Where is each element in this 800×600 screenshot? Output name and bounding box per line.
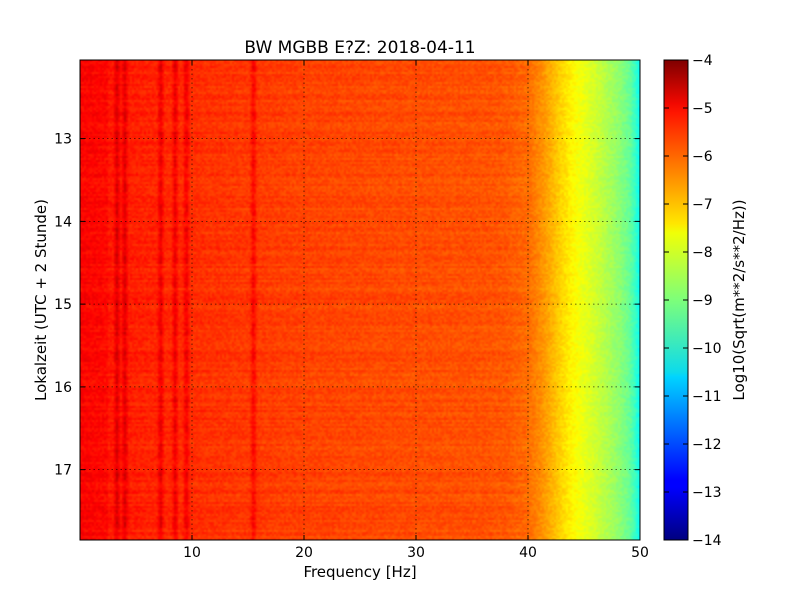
y-tick-label: 14 bbox=[54, 214, 72, 230]
colorbar-tick-label: −10 bbox=[692, 341, 722, 357]
plot-frame bbox=[79, 59, 641, 541]
chart-title: BW MGBB E?Z: 2018-04-11 bbox=[244, 38, 475, 58]
x-tick-label: 10 bbox=[183, 545, 201, 561]
colorbar-tick-label: −9 bbox=[692, 293, 713, 309]
colorbar-tick-label: −7 bbox=[692, 197, 713, 213]
axis-ticks bbox=[80, 60, 641, 540]
y-axis-label: Lokalzeit (UTC + 2 Stunde) bbox=[32, 199, 50, 401]
x-tick-labels: 10 20 30 40 50 bbox=[183, 545, 649, 561]
spectrogram-heatmap bbox=[80, 60, 640, 540]
colorbar-tick-label: −6 bbox=[692, 149, 713, 165]
x-tick-label: 40 bbox=[519, 545, 537, 561]
colorbar-ticks bbox=[664, 59, 688, 541]
colorbar-tick-labels: −4 −5 −6 −7 −8 −9 −10 −11 −12 −13 −14 bbox=[692, 53, 722, 549]
y-tick-label: 15 bbox=[54, 297, 72, 313]
colorbar-tick-label: −13 bbox=[692, 485, 722, 501]
colorbar-tick-label: −14 bbox=[692, 533, 722, 549]
x-tick-label: 50 bbox=[631, 545, 649, 561]
colorbar-tick-label: −12 bbox=[692, 437, 722, 453]
grid-lines bbox=[80, 60, 640, 540]
x-tick-label: 30 bbox=[407, 545, 425, 561]
colorbar-tick-label: −5 bbox=[692, 101, 713, 117]
y-tick-label: 17 bbox=[54, 463, 72, 479]
y-tick-label: 16 bbox=[54, 380, 72, 396]
x-tick-label: 20 bbox=[295, 545, 313, 561]
y-tick-labels: 13 14 15 16 17 bbox=[54, 132, 72, 479]
colorbar-tick-label: −4 bbox=[692, 53, 713, 69]
colorbar-label: Log10(Sqrt(m**2/s**2/Hz)) bbox=[730, 199, 748, 400]
colorbar-tick-label: −11 bbox=[692, 389, 722, 405]
x-axis-label: Frequency [Hz] bbox=[303, 563, 416, 581]
y-tick-label: 13 bbox=[54, 132, 72, 148]
colorbar-tick-label: −8 bbox=[692, 245, 713, 261]
